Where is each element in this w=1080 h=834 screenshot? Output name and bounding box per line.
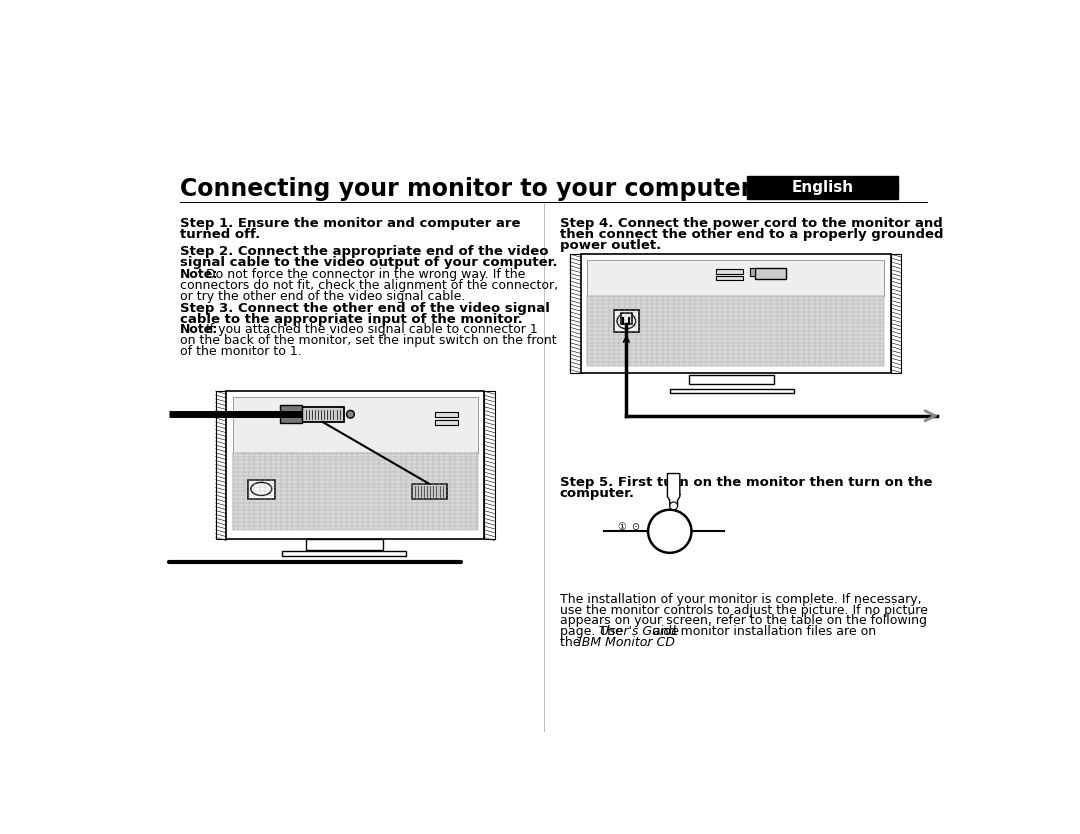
Bar	[586, 260, 885, 296]
Text: Connecting your monitor to your computer: Connecting your monitor to your computer	[180, 177, 752, 201]
Text: of the monitor to 1.: of the monitor to 1.	[180, 345, 301, 358]
Bar	[716, 269, 743, 274]
Text: connectors do not fit, check the alignment of the connector,: connectors do not fit, check the alignme…	[180, 279, 558, 292]
Text: computer.: computer.	[559, 486, 635, 500]
Bar	[716, 276, 743, 280]
Text: or try the other end of the video signal cable.: or try the other end of the video signal…	[180, 289, 465, 303]
Bar	[751, 268, 755, 276]
Bar	[232, 453, 477, 530]
Text: ⊙: ⊙	[632, 521, 639, 531]
Bar	[216, 391, 227, 539]
Bar	[301, 406, 345, 422]
Text: If you attached the video signal cable to connector 1: If you attached the video signal cable t…	[205, 324, 537, 336]
Bar	[570, 254, 581, 374]
Text: Step 1. Ensure the monitor and computer are: Step 1. Ensure the monitor and computer …	[180, 217, 521, 230]
Text: signal cable to the video output of your computer.: signal cable to the video output of your…	[180, 255, 557, 269]
Circle shape	[292, 410, 299, 418]
Circle shape	[648, 510, 691, 553]
Ellipse shape	[251, 482, 272, 495]
Bar	[435, 420, 458, 425]
Text: User's Guide: User's Guide	[600, 626, 679, 638]
Ellipse shape	[617, 314, 636, 329]
Text: Do not force the connector in the wrong way. If the: Do not force the connector in the wrong …	[205, 268, 525, 281]
Text: Step 3. Connect the other end of the video signal: Step 3. Connect the other end of the vid…	[180, 302, 550, 314]
Bar	[435, 412, 458, 417]
Bar	[484, 391, 495, 539]
Text: use the monitor controls to adjust the picture. If no picture: use the monitor controls to adjust the p…	[559, 604, 928, 616]
Bar	[248, 480, 275, 499]
Text: ①: ①	[618, 521, 626, 531]
Bar	[232, 397, 477, 453]
Bar	[586, 296, 885, 366]
Text: then connect the other end to a properly grounded: then connect the other end to a properly…	[559, 228, 943, 241]
Text: Note:: Note:	[180, 268, 218, 281]
Bar	[411, 484, 446, 499]
Text: page. The: page. The	[559, 626, 626, 638]
Text: the: the	[559, 636, 584, 649]
Text: Step 4. Connect the power cord to the monitor and: Step 4. Connect the power cord to the mo…	[559, 217, 943, 230]
Polygon shape	[667, 474, 679, 506]
Bar	[282, 551, 406, 556]
Text: appears on your screen, refer to the table on the following: appears on your screen, refer to the tab…	[559, 615, 927, 627]
Text: and monitor installation files are on: and monitor installation files are on	[649, 626, 876, 638]
Text: English: English	[792, 179, 854, 194]
Bar	[613, 310, 638, 332]
Text: .: .	[645, 636, 649, 649]
Text: Step 2. Connect the appropriate end of the video: Step 2. Connect the appropriate end of t…	[180, 245, 549, 258]
Bar	[280, 405, 301, 424]
Bar	[581, 254, 891, 374]
Text: cable to the appropriate input of the monitor.: cable to the appropriate input of the mo…	[180, 313, 523, 325]
Text: IBM Monitor CD: IBM Monitor CD	[578, 636, 674, 649]
Text: The installation of your monitor is complete. If necessary,: The installation of your monitor is comp…	[559, 593, 921, 605]
Bar	[891, 254, 902, 374]
Circle shape	[670, 502, 677, 510]
Text: turned off.: turned off.	[180, 228, 260, 241]
Text: Note:: Note:	[180, 324, 218, 336]
Text: Step 5. First turn on the monitor then turn on the: Step 5. First turn on the monitor then t…	[559, 476, 932, 489]
Bar	[306, 539, 383, 550]
Bar	[621, 314, 632, 324]
Bar	[755, 268, 786, 279]
Text: on the back of the monitor, set the input switch on the front: on the back of the monitor, set the inpu…	[180, 334, 556, 347]
Bar	[747, 175, 899, 198]
Bar	[689, 375, 774, 384]
Bar	[227, 391, 484, 539]
Circle shape	[347, 410, 354, 418]
Bar	[670, 389, 794, 394]
Text: power outlet.: power outlet.	[559, 239, 661, 252]
